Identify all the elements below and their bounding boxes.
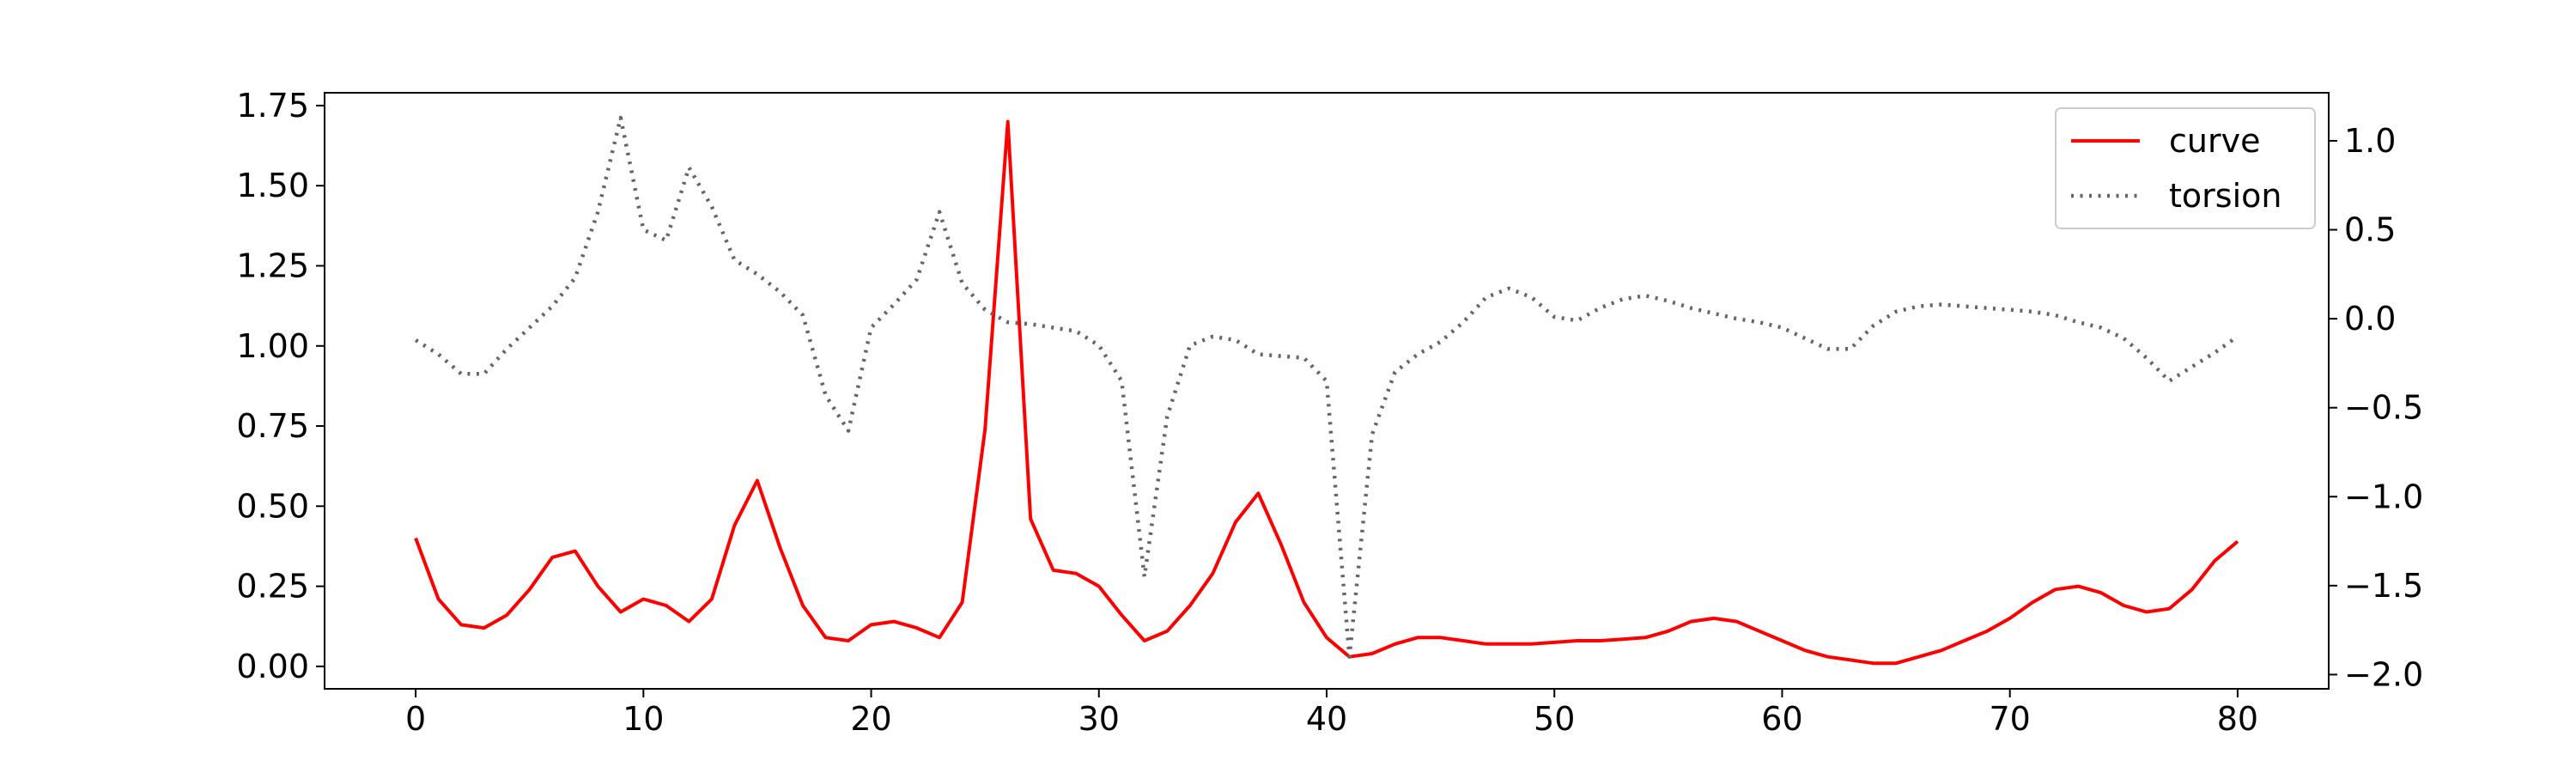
x-axis: 0 10 20 30 40 50 60 70 80 — [405, 689, 2258, 738]
legend: curve torsion — [2055, 107, 2316, 229]
legend-label-torsion: torsion — [2169, 177, 2281, 215]
legend-label-curve: curve — [2169, 122, 2260, 160]
y-left-tick-label: 1.00 — [236, 327, 309, 365]
y-left-tick-label: 1.50 — [236, 167, 309, 204]
y-right-tick-label: −1.5 — [2344, 567, 2423, 605]
x-tick-label: 0 — [405, 700, 426, 738]
y-left-tick-label: 1.75 — [236, 87, 309, 125]
series-line-torsion — [414, 115, 2239, 659]
y-axis-right: −2.0 −1.5 −1.0 −0.5 0.0 0.5 1.0 — [2329, 122, 2423, 693]
y-right-tick-label: −0.5 — [2344, 389, 2423, 427]
y-right-tick-label: 1.0 — [2344, 122, 2396, 160]
y-left-tick-label: 0.50 — [236, 487, 309, 525]
y-axis-left: 0.00 0.25 0.50 0.75 1.00 1.25 1.50 1.75 — [236, 87, 325, 685]
series-layer — [414, 115, 2239, 666]
y-left-tick-label: 0.75 — [236, 407, 309, 445]
x-tick-label: 20 — [850, 700, 891, 738]
plot-area — [414, 115, 2239, 666]
y-left-tick-label: 1.25 — [236, 247, 309, 284]
x-tick-label: 30 — [1078, 700, 1120, 738]
x-tick-label: 40 — [1306, 700, 1347, 738]
legend-box — [2055, 107, 2316, 229]
series-line-curve — [414, 119, 2239, 666]
x-tick-label: 10 — [623, 700, 664, 738]
y-left-tick-label: 0.00 — [236, 648, 309, 685]
y-left-tick-label: 0.25 — [236, 568, 309, 606]
y-right-tick-label: 0.5 — [2344, 211, 2396, 249]
x-tick-label: 80 — [2217, 700, 2258, 738]
x-tick-label: 70 — [1990, 700, 2031, 738]
y-right-tick-label: 0.0 — [2344, 300, 2396, 338]
x-tick-label: 50 — [1534, 700, 1575, 738]
y-right-tick-label: −1.0 — [2344, 478, 2423, 515]
x-tick-label: 60 — [1761, 700, 1802, 738]
y-right-tick-label: −2.0 — [2344, 655, 2423, 693]
